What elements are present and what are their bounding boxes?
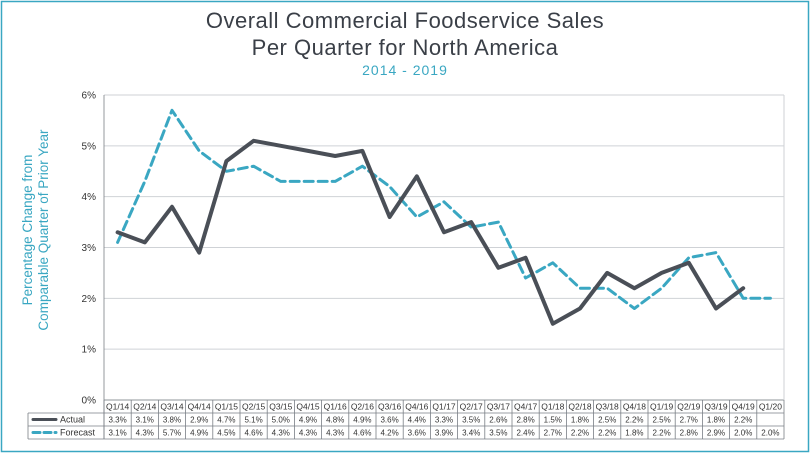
chart-title-line2: Per Quarter for North America [251, 35, 559, 60]
data-table-cell: 5.7% [163, 429, 181, 438]
data-table-cell: 4.3% [136, 429, 154, 438]
data-table-cell: 2.5% [652, 416, 670, 425]
x-tick-label: Q2/19 [677, 402, 700, 412]
y-tick-label: 2% [82, 294, 97, 305]
data-table-cell: 2.2% [571, 429, 589, 438]
x-tick-label: Q3/19 [704, 402, 727, 412]
data-table-cell: 2.5% [598, 416, 616, 425]
data-table-cell: 2.2% [652, 429, 670, 438]
series-line-actual [115, 138, 746, 326]
x-tick-label: Q4/14 [188, 402, 211, 412]
data-table-cell: 2.4% [516, 429, 534, 438]
x-tick-label: Q1/18 [541, 402, 564, 412]
y-tick-label: 5% [82, 141, 97, 152]
data-table-cell: 4.6% [244, 429, 262, 438]
legend-label: Actual [60, 415, 85, 425]
x-tick-label: Q1/17 [432, 402, 455, 412]
data-table-cell: 3.8% [163, 416, 181, 425]
legend-label: Forecast [60, 428, 96, 438]
data-table-cell: 4.8% [326, 416, 344, 425]
y-tick-label: 0% [82, 396, 97, 407]
data-table-cell: 1.8% [625, 429, 643, 438]
x-tick-label: Q3/15 [269, 402, 292, 412]
data-table-cell: 4.5% [217, 429, 235, 438]
data-table-cell: 1.8% [571, 416, 589, 425]
y-tick-label: 3% [82, 243, 97, 254]
data-table-cell: 2.6% [489, 416, 507, 425]
data-table-cell: 1.5% [544, 416, 562, 425]
data-table-cell: 1.8% [707, 416, 725, 425]
x-tick-label: Q1/19 [650, 402, 673, 412]
data-table-cell: 3.3% [435, 416, 453, 425]
x-tick-label: Q4/15 [296, 402, 319, 412]
data-table-cell: 2.9% [707, 429, 725, 438]
data-table-cell: 3.5% [489, 429, 507, 438]
data-table-cell: 2.8% [516, 416, 534, 425]
data-table-cell: 2.8% [680, 429, 698, 438]
x-tick-label: Q2/16 [351, 402, 374, 412]
x-tick-label: Q3/16 [378, 402, 401, 412]
data-table-cell: 2.7% [544, 429, 562, 438]
x-tick-label: Q3/14 [160, 402, 183, 412]
chart-subtitle: 2014 - 2019 [362, 62, 448, 78]
series-line-forecast [116, 108, 772, 310]
x-tick-label: Q3/17 [487, 402, 510, 412]
data-table-cell: 4.9% [299, 416, 317, 425]
x-tick-label: Q4/16 [405, 402, 428, 412]
data-table-cell: 4.4% [408, 416, 426, 425]
data-table-cell: 4.2% [380, 429, 398, 438]
y-tick-label: 1% [82, 345, 97, 356]
data-table-cell: 4.7% [217, 416, 235, 425]
x-tick-label: Q4/19 [732, 402, 755, 412]
x-tick-label: Q3/18 [596, 402, 619, 412]
data-table-cell: 4.3% [272, 429, 290, 438]
data-table-cell: 3.4% [462, 429, 480, 438]
data-table-cell: 2.2% [625, 416, 643, 425]
x-tick-label: Q1/15 [215, 402, 238, 412]
x-tick-label: Q2/14 [133, 402, 156, 412]
data-table-cell: 3.1% [108, 429, 126, 438]
data-table-cell: 2.9% [190, 416, 208, 425]
data-table-cell: 4.6% [353, 429, 371, 438]
y-tick-label: 4% [82, 192, 97, 203]
data-table-cell: 4.3% [299, 429, 317, 438]
x-tick-label: Q2/17 [460, 402, 483, 412]
data-table-cell: 3.6% [408, 429, 426, 438]
x-tick-label: Q4/17 [514, 402, 537, 412]
data-table-cell: 3.1% [136, 416, 154, 425]
data-table-cell: 2.2% [598, 429, 616, 438]
data-table-cell: 2.7% [680, 416, 698, 425]
x-tick-label: Q4/18 [623, 402, 646, 412]
data-table-cell: 3.9% [435, 429, 453, 438]
data-table-cell: 2.0% [761, 429, 779, 438]
data-table-cell: 3.6% [380, 416, 398, 425]
chart-title: Overall Commercial Foodservice Sales [205, 8, 605, 33]
data-table-cell: 5.0% [272, 416, 290, 425]
x-tick-label: Q2/15 [242, 402, 265, 412]
data-table-cell: 5.1% [244, 416, 262, 425]
data-table-cell: 4.9% [353, 416, 371, 425]
x-tick-label: Q1/16 [324, 402, 347, 412]
data-table-cell: 2.0% [734, 429, 752, 438]
x-tick-label: Q1/20 [759, 402, 782, 412]
x-tick-label: Q2/18 [568, 402, 591, 412]
data-table-cell: 3.3% [108, 416, 126, 425]
data-table-cell: 2.2% [734, 416, 752, 425]
y-tick-label: 6% [82, 91, 97, 102]
data-table-cell: 4.9% [190, 429, 208, 438]
data-table-cell: 3.5% [462, 416, 480, 425]
data-table-cell: 4.3% [326, 429, 344, 438]
x-tick-label: Q1/14 [106, 402, 129, 412]
